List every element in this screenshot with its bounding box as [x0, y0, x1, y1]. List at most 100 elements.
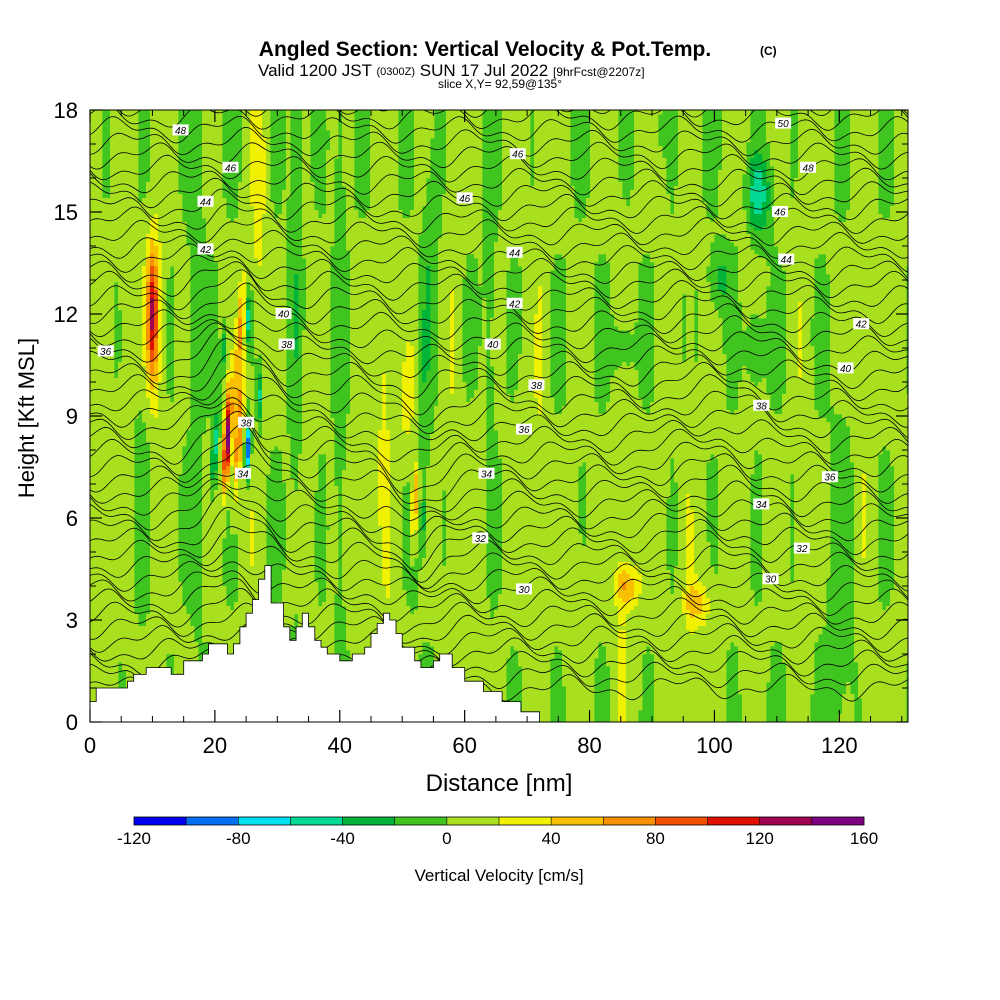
colorbar-segment — [655, 817, 708, 825]
colorbar: -120 -80 -40 0 40 80 120 160 — [117, 816, 878, 848]
colorbar-title: Vertical Velocity [cm/s] — [414, 866, 583, 885]
plot-area: 48 46 44 42 40 38 38 34 36 46 46 44 42 40 38 36 34 32 30 50… — [90, 93, 908, 722]
valid-time-date: SUN 17 Jul 2022 — [420, 61, 549, 80]
x-tick-label: 60 — [452, 733, 476, 758]
y-tick-label: 3 — [66, 608, 78, 633]
colorbar-tick-label: -40 — [330, 829, 355, 848]
contour-label: 38 — [531, 381, 543, 392]
contour-label: 46 — [225, 163, 237, 174]
isentrope-line — [90, 387, 908, 434]
contour-label: 40 — [278, 310, 290, 321]
colorbar-segment — [290, 817, 343, 825]
contour-label: 32 — [796, 544, 808, 555]
isentrope-line — [90, 154, 908, 183]
isentrope-line — [90, 397, 908, 442]
isentrope-line — [90, 300, 908, 340]
y-axis-title: Height [Kft MSL] — [14, 338, 39, 498]
contour-label-box — [771, 206, 788, 217]
isentrope-line — [90, 478, 908, 521]
isentrope-line — [90, 410, 908, 481]
contour-label: 46 — [774, 208, 786, 219]
contour-label: 38 — [241, 418, 253, 429]
contour-label-box — [278, 338, 295, 350]
contour-label-box — [515, 583, 532, 595]
colorbar-segment — [446, 817, 500, 825]
contour-label-box — [800, 161, 817, 173]
contour-label-box — [506, 246, 523, 258]
contour-label: 38 — [281, 340, 293, 351]
isentrope-line — [90, 483, 908, 537]
colorbar-tick-label: 120 — [746, 829, 774, 848]
isentrope-line — [90, 261, 908, 301]
contour-label-box — [528, 379, 545, 391]
contour-label: 42 — [200, 245, 212, 256]
isentrope-line — [90, 423, 908, 495]
contour-label-box — [234, 467, 251, 479]
contour-label-box — [478, 467, 495, 479]
chart-title: Angled Section: Vertical Velocity & Pot.… — [259, 38, 711, 61]
isentrope-line — [90, 464, 908, 513]
y-tick-label: 12 — [54, 302, 78, 327]
isentrope-line — [90, 526, 908, 583]
contour-label-box — [238, 416, 255, 428]
x-tick-label: 0 — [84, 733, 96, 758]
isentrope-line — [90, 167, 908, 196]
isentrope-line — [90, 602, 908, 644]
terrain-profile — [90, 565, 908, 722]
contour-label: 44 — [781, 255, 793, 266]
isentrope-line — [90, 327, 908, 378]
colorbar-segment — [238, 817, 291, 825]
contour-label-box — [837, 362, 854, 374]
isentrope-line — [90, 115, 908, 144]
contour-label: 34 — [756, 500, 768, 511]
contour-label: 48 — [803, 163, 815, 174]
isentrope-line — [90, 188, 908, 222]
x-axis-title: Distance [nm] — [426, 770, 573, 797]
slice-info: slice X,Y= 92,59@135° — [438, 77, 562, 91]
contour-label: 42 — [509, 299, 521, 310]
y-tick-label: 6 — [66, 506, 78, 531]
x-tick-label: 20 — [203, 733, 227, 758]
contour-label-box — [775, 117, 792, 129]
y-tick-label: 9 — [66, 404, 78, 429]
colorbar-tick-label: -80 — [226, 829, 251, 848]
contour-label: 34 — [481, 469, 493, 480]
contour-label-box — [275, 308, 292, 319]
contour-label: 42 — [856, 320, 868, 331]
isentrope-line — [90, 371, 908, 428]
contour-label: 44 — [509, 248, 521, 259]
isentrope-line — [90, 338, 908, 399]
contour-label-box — [197, 243, 214, 255]
contour-label-box — [97, 345, 114, 357]
isentrope-line — [90, 93, 908, 104]
valid-time-label: Valid 1200 JST (0300Z) SUN 17 Jul 2022 [… — [258, 60, 645, 80]
isentrope-line — [90, 403, 908, 463]
contour-label: 46 — [512, 150, 524, 161]
contour-label-box — [509, 148, 526, 160]
isentrope-line — [90, 492, 908, 556]
isentrope-line — [90, 203, 908, 235]
contour-label: 30 — [518, 585, 530, 596]
colorbar-segment — [394, 817, 448, 825]
colorbar-segment — [499, 817, 552, 825]
colorbar-segment — [134, 817, 187, 825]
contour-label-box — [484, 338, 501, 350]
x-tick-label: 120 — [821, 733, 858, 758]
contour-label-box — [753, 498, 770, 510]
colorbar-segment — [811, 817, 865, 825]
isentrope-line — [90, 577, 908, 623]
chart-title-units: (C) — [760, 44, 777, 58]
isentrope-line — [90, 442, 908, 504]
contour-label-box — [753, 399, 770, 411]
contour-label-box — [778, 253, 795, 265]
isentrope-line — [90, 506, 908, 572]
contour-label: 40 — [487, 340, 499, 351]
contour-label: 36 — [824, 473, 836, 484]
isentrope-line — [90, 282, 908, 325]
contour-label: 40 — [840, 364, 852, 375]
isentrope-line — [90, 587, 908, 636]
contour-label-box — [762, 573, 779, 585]
contour-labels: 48 46 44 42 40 38 38 34 36 46 46 44 42 40 38 36 34 32 30 50… — [97, 117, 870, 596]
